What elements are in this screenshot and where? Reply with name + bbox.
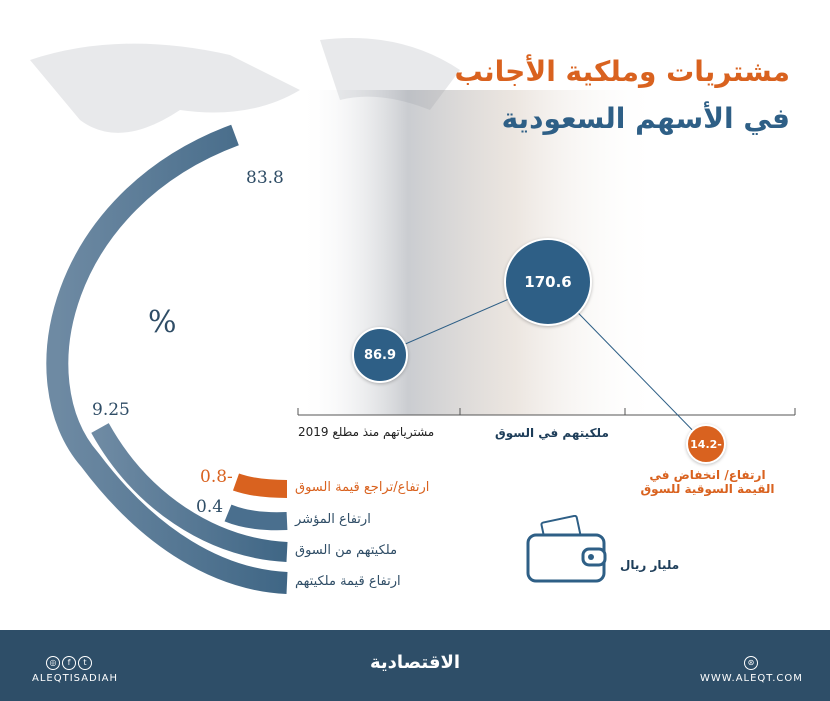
value-label-market-ownership: 9.25	[92, 400, 130, 420]
footer: ◎ f t ALEQTISADIAH الاقتصادية ⊛ WWW.ALEQT.…	[0, 630, 830, 701]
social-handle[interactable]: ALEQTISADIAH	[32, 673, 119, 684]
instagram-icon[interactable]: ◎	[46, 656, 60, 670]
percent-unit: %	[148, 305, 177, 340]
category-label-ownership: ملكيتهم في السوق	[495, 426, 609, 440]
arc-bar-ownership-value-rise	[46, 124, 288, 594]
bubble-market-value-change: 14.2-	[686, 424, 726, 464]
title-line-1: مشتريات وملكية الأجانب	[454, 55, 791, 88]
unit-label: مليار ريال	[620, 558, 680, 572]
arc-bar-market-ownership	[91, 423, 288, 562]
arc-bar-market-value-change	[232, 473, 288, 498]
legend-ownership-value-rise: ارتفاع قيمة ملكيتهم	[295, 574, 401, 589]
world-map-decor	[30, 38, 460, 133]
twitter-icon[interactable]: t	[78, 656, 92, 670]
category-label-line: ارتفاع/ انخفاض في	[649, 468, 766, 482]
social-icons: ◎ f t	[45, 650, 93, 670]
background-decor	[30, 38, 796, 594]
value-label-ownership-value-rise: 83.8	[246, 168, 284, 188]
globe-icon: ⊛	[743, 650, 759, 670]
brand-logo: الاقتصادية	[369, 652, 461, 673]
value-label-index-rise: 0.4	[196, 497, 224, 517]
category-label-market-value-change: ارتفاع/ انخفاض في القيمة السوقية للسوق	[640, 468, 775, 496]
website-link[interactable]: WWW.ALEQT.COM	[700, 673, 803, 684]
category-label-purchases: مشترياتهم منذ مطلع 2019	[298, 425, 435, 439]
wallet-icon	[526, 515, 607, 583]
title-line-2: في الأسهم السعودية	[501, 102, 790, 135]
bubble-ownership: 170.6	[504, 238, 592, 326]
category-label-line: القيمة السوقية للسوق	[640, 482, 775, 496]
legend-market-ownership: ملكيتهم من السوق	[295, 543, 398, 558]
bubble-purchases: 86.9	[352, 327, 408, 383]
facebook-icon[interactable]: f	[62, 656, 76, 670]
legend-index-rise: ارتفاع المؤشر	[295, 512, 371, 527]
value-label-market-value-change: 0.8-	[200, 467, 233, 487]
arc-bar-index-rise	[224, 504, 288, 531]
legend-market-value-change: ارتفاع/تراجع قيمة السوق	[295, 480, 430, 495]
